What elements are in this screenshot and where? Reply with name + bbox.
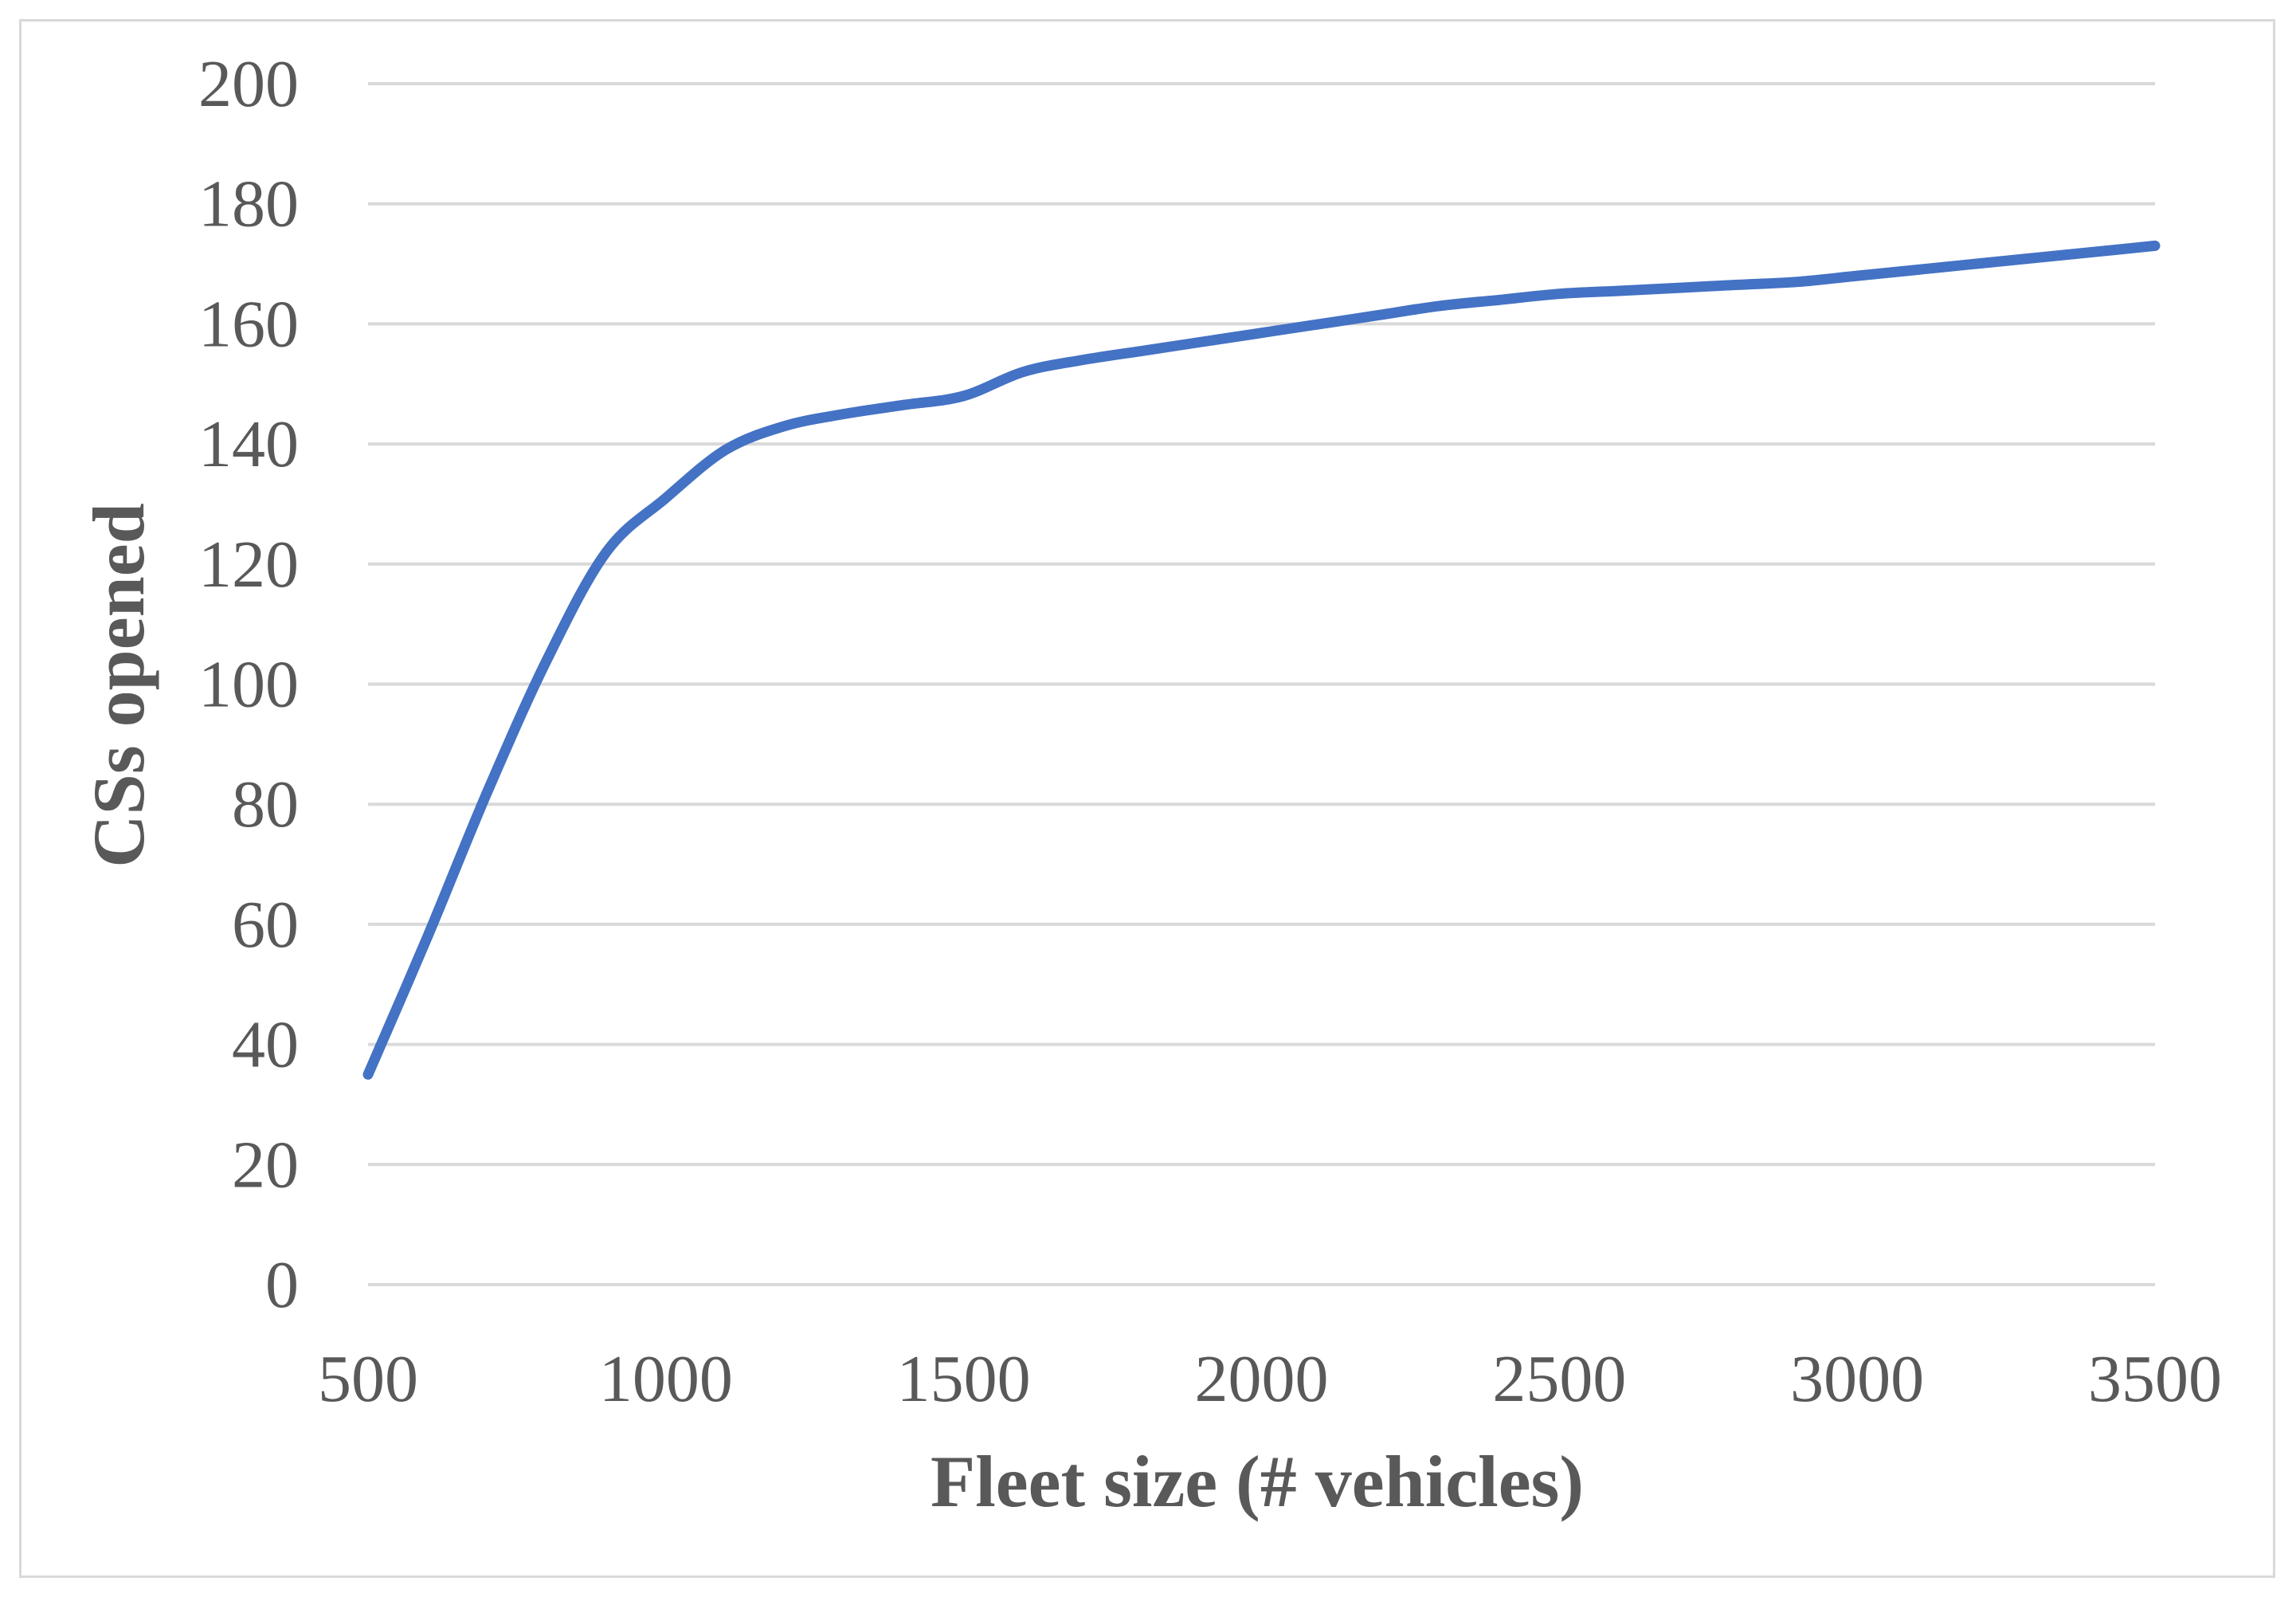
y-tick-label: 140: [198, 407, 299, 481]
y-axis-title: CSs opened: [78, 503, 159, 868]
series-group: [362, 240, 2161, 1080]
y-tick-label: 200: [198, 47, 299, 121]
x-tick-label: 3000: [1790, 1342, 1924, 1416]
x-tick-label: 500: [318, 1342, 418, 1416]
gridlines: [368, 82, 2155, 1286]
x-tick-label: 2500: [1492, 1342, 1626, 1416]
y-tick-label: 80: [232, 767, 299, 842]
x-tick-label: 1000: [599, 1342, 733, 1416]
x-tick-label: 2000: [1195, 1342, 1329, 1416]
chart-frame: [19, 19, 2275, 1578]
y-tick-label: 0: [265, 1248, 299, 1322]
y-tick-label: 20: [232, 1128, 299, 1202]
x-tick-label: 3500: [2088, 1342, 2222, 1416]
x-axis-ticks: 500 1000 1500 2000 2500 3000 3500: [318, 1342, 2222, 1416]
x-tick-label: 1500: [897, 1342, 1031, 1416]
y-tick-label: 120: [198, 528, 299, 602]
y-tick-label: 180: [198, 167, 299, 241]
x-axis-title: Fleet size (# vehicles): [931, 1441, 1584, 1522]
y-tick-label: 40: [232, 1008, 299, 1082]
y-tick-label: 100: [198, 648, 299, 722]
series-line-0: [362, 240, 2161, 1080]
y-tick-label: 60: [232, 888, 299, 962]
y-axis-ticks: 0 20 40 60 80 100 120 140 160 180 200: [198, 47, 299, 1322]
y-tick-label: 160: [198, 287, 299, 361]
